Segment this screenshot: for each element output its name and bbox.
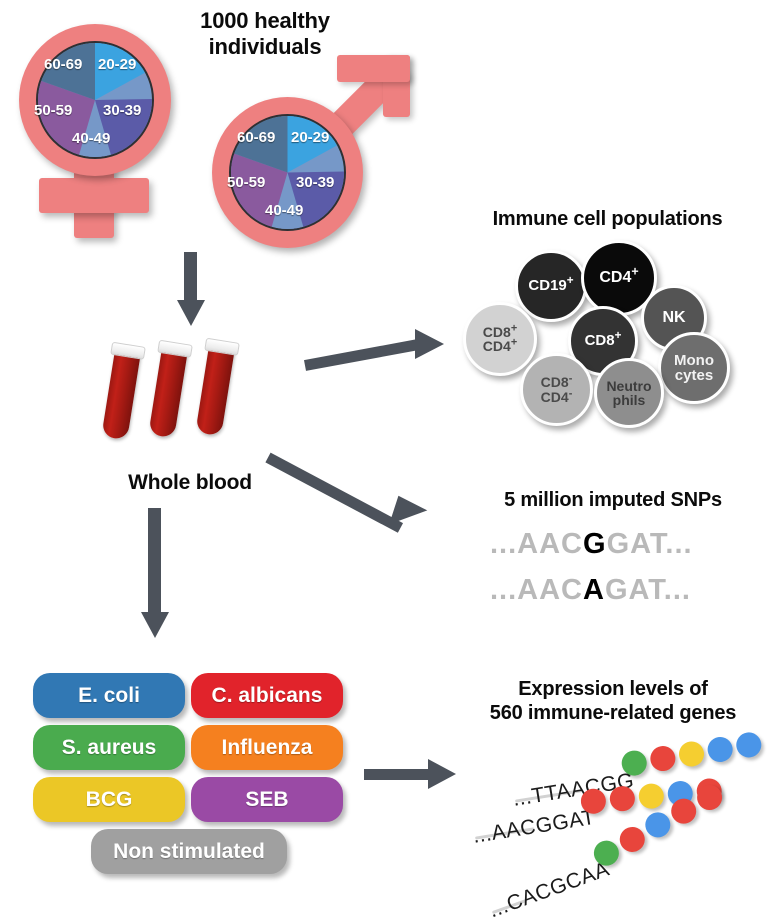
stimulus-label: E. coli — [78, 683, 140, 707]
snp-prefix: ...AAC — [490, 574, 583, 606]
stimulus-label: S. aureus — [61, 735, 157, 759]
stimulus-label: SEB — [245, 787, 289, 811]
immune-cell-cd19: CD19+ — [515, 250, 587, 322]
pie-label-20-29: 20-29 — [98, 56, 137, 73]
gene-strand: ...CACGCAA — [485, 781, 726, 923]
arrow-shaft — [364, 769, 432, 780]
arrow-cohort-to-blood — [176, 252, 206, 330]
blood-tube-body — [148, 347, 188, 439]
pie-label-40-49: 40-49 — [265, 202, 304, 219]
arrow-head — [428, 759, 456, 789]
arrow-head — [415, 329, 444, 359]
pie-label-30-39: 30-39 — [103, 102, 142, 119]
pie-label-60-69: 60-69 — [237, 129, 276, 146]
strand-bead — [641, 808, 674, 841]
immune-heading: Immune cell populations — [492, 208, 723, 230]
arrow-blood-to-stimuli — [140, 508, 170, 643]
strand-sequence: ...AACGGAT — [471, 805, 597, 848]
snp-variant-allele: G — [583, 528, 607, 560]
gene-strand-group: ...TTAACGG ...AACGGAT ...CACGCAA — [455, 730, 771, 923]
immune-cell-neutrophils: Neutro phils — [594, 358, 664, 428]
cohort-title: 1000 healthy individuals — [172, 8, 358, 60]
stimulus-label: BCG — [85, 787, 133, 811]
stimulus-pill-s-aureus[interactable]: S. aureus — [33, 725, 185, 770]
snp-suffix: GAT... — [604, 574, 691, 606]
pie-label-50-59: 50-59 — [34, 102, 73, 119]
stimulus-pill-non-stimulated[interactable]: Non stimulated — [91, 829, 287, 874]
strand-bead — [677, 739, 706, 769]
snp-sequences: ...AACGGAT... ...AACAGAT... — [490, 528, 740, 618]
male-age-pie — [229, 114, 346, 231]
cohort-title-line2: individuals — [208, 33, 322, 59]
immune-cell-monocytes: Mono cytes — [658, 332, 730, 404]
snp-sequence-row: ...AACAGAT... — [490, 574, 691, 607]
stimulus-pill-influenza[interactable]: Influenza — [191, 725, 343, 770]
strand-bead — [705, 735, 735, 764]
strand-bead — [734, 730, 764, 760]
immune-cell-cd8pos-cd4pos: CD8+ CD4+ — [463, 302, 537, 376]
female-stem-horizontal — [39, 178, 149, 213]
stimulus-pill-bcg[interactable]: BCG — [33, 777, 185, 822]
pie-label-50-59: 50-59 — [227, 174, 266, 191]
strand-bead — [648, 744, 678, 773]
expression-heading-line1: Expression levels of — [518, 678, 708, 700]
arrow-blood-to-immune — [303, 325, 450, 380]
gene-strand: ...AACGGAT — [471, 776, 724, 849]
whole-blood-label: Whole blood — [128, 471, 252, 494]
immune-cell-cd8neg-cd4neg: CD8- CD4- — [520, 353, 593, 426]
strand-bead — [616, 823, 649, 856]
arrow-blood-to-snps — [265, 440, 453, 550]
stimulus-pill-c-albicans[interactable]: C. albicans — [191, 673, 343, 718]
arrow-head — [177, 300, 205, 326]
stimulus-pill-seb[interactable]: SEB — [191, 777, 343, 822]
strand-bead — [636, 781, 666, 811]
male-symbol: 20-29 30-39 40-49 50-59 60-69 — [205, 50, 420, 250]
blood-tube — [147, 339, 197, 449]
stimulus-label: Non stimulated — [113, 839, 265, 863]
arrow-shaft — [303, 339, 420, 371]
snp-variant-allele: A — [583, 574, 605, 606]
blood-tube-body — [195, 345, 235, 437]
cell-label: Neutro phils — [606, 377, 652, 408]
arrow-stimuli-to-expression — [364, 758, 469, 793]
arrow-shaft — [148, 508, 161, 616]
cell-label: CD8+ — [584, 329, 622, 350]
cell-label: CD19+ — [528, 274, 574, 295]
arrow-shaft — [184, 252, 197, 304]
snps-heading: 5 million imputed SNPs — [504, 489, 722, 511]
snp-prefix: ...AAC — [490, 528, 583, 560]
pie-label-30-39: 30-39 — [296, 174, 335, 191]
female-symbol: 20-29 30-39 40-49 50-59 60-69 — [10, 18, 180, 243]
stimulus-pill-e-coli[interactable]: E. coli — [33, 673, 185, 718]
cell-label: CD4+ — [599, 264, 639, 286]
pie-label-60-69: 60-69 — [44, 56, 83, 73]
cell-label: CD8+ CD4+ — [482, 322, 518, 354]
stimulus-label: C. albicans — [211, 683, 323, 707]
blood-tube-body — [101, 349, 141, 441]
pie-label-20-29: 20-29 — [291, 129, 330, 146]
snp-suffix: GAT... — [606, 528, 693, 560]
male-arrow-head-horizontal — [337, 55, 410, 82]
cell-label: Mono cytes — [674, 351, 714, 384]
cell-label: CD8- CD4- — [540, 372, 573, 405]
arrow-head — [141, 612, 169, 638]
snp-sequence-row: ...AACGGAT... — [490, 528, 693, 561]
female-age-pie — [36, 41, 154, 159]
stimulus-panel: E. coli C. albicans S. aureus Influenza … — [28, 673, 348, 898]
strand-sequence: ...CACGCAA — [485, 857, 613, 923]
cohort-title-line1: 1000 healthy — [200, 8, 330, 33]
stimulus-label: Influenza — [221, 735, 313, 759]
expression-heading-line2: 560 immune-related genes — [489, 701, 737, 724]
whole-blood-group: Whole blood — [101, 335, 300, 495]
immune-cell-cluster: CD19+ CD4+ NK CD8+ CD4+ CD8+ Mono cytes C… — [455, 240, 760, 428]
blood-tube — [100, 341, 150, 451]
expression-heading: Expression levels of 560 immune-related … — [463, 678, 763, 725]
blood-tube — [194, 337, 244, 447]
cell-label: NK — [662, 308, 686, 326]
pie-label-40-49: 40-49 — [72, 130, 111, 147]
arrow-shaft — [265, 452, 404, 533]
